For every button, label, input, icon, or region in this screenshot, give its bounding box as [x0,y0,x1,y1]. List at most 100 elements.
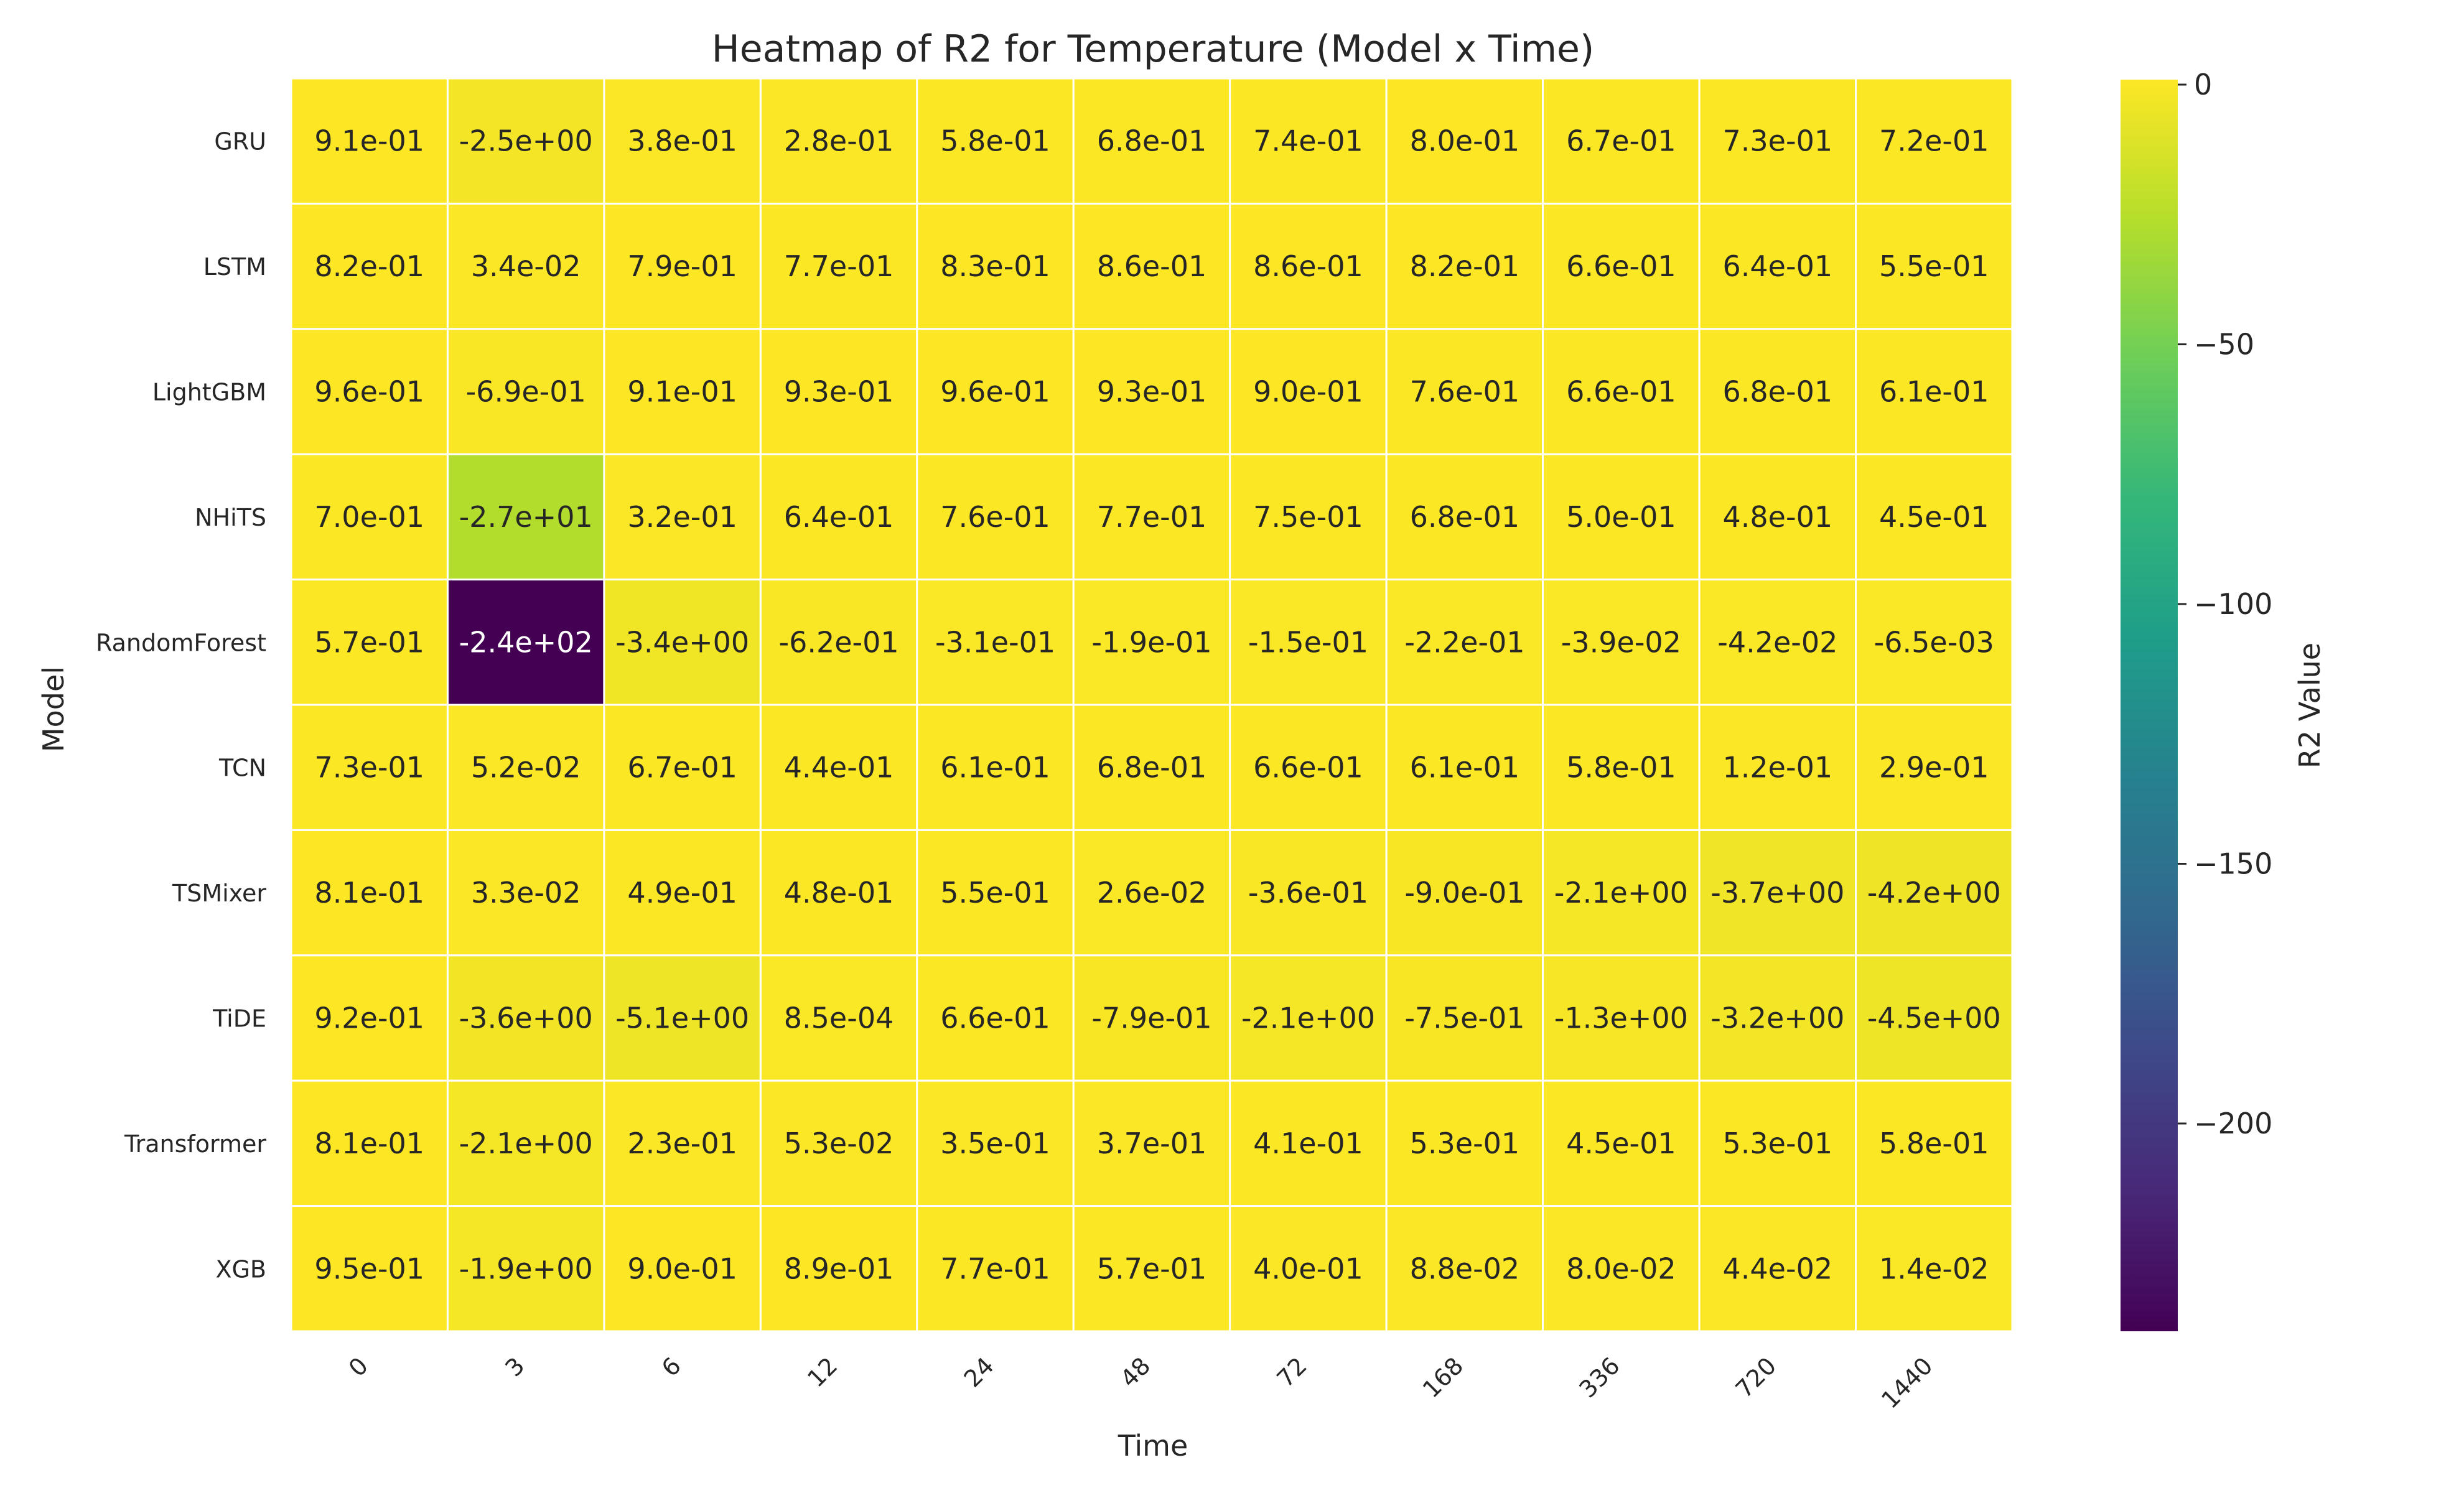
cell-value-label: 7.0e-01 [314,500,424,534]
heatmap-cell [916,1079,1075,1207]
heatmap-cell [290,954,449,1082]
colorbar-tick-label: −100 [2194,587,2272,621]
cell-value-label: -1.9e-01 [1091,625,1211,659]
cell-value-label: 8.1e-01 [314,1127,424,1160]
heatmap-cell [446,1205,605,1333]
cell-value-label: 6.7e-01 [1566,124,1676,158]
cell-value-label: 5.7e-01 [314,625,424,659]
y-tick-label: RandomForest [96,629,266,656]
heatmap-cell [1542,202,1701,330]
heatmap-cell [603,704,762,831]
cell-value-label: 5.0e-01 [1566,500,1676,534]
y-tick-label: TiDE [212,1005,266,1033]
cell-value-label: -3.1e-01 [935,625,1055,659]
cell-value-label: -3.4e+00 [615,625,749,659]
heatmap-cell [1855,202,2014,330]
cell-value-label: 9.6e-01 [314,375,424,409]
cell-value-label: 3.3e-02 [471,876,581,909]
cell-value-label: 8.6e-01 [1253,249,1363,283]
cell-value-label: -2.7e+01 [459,500,593,534]
cell-value-label: 4.0e-01 [1253,1252,1363,1285]
cell-value-label: 7.3e-01 [1723,124,1833,158]
heatmap-cell [1385,1079,1544,1207]
heatmap-cell [916,954,1075,1082]
heatmap-cell [290,579,449,706]
cell-value-label: 6.6e-01 [1253,751,1363,784]
cell-value-label: 7.9e-01 [627,249,737,283]
cell-value-label: -7.9e-01 [1091,1002,1211,1035]
chart-title: Heatmap of R2 for Temperature (Model x T… [712,27,1595,71]
cell-value-label: 5.3e-02 [784,1127,894,1160]
cell-value-label: 1.4e-02 [1879,1252,1989,1285]
cell-value-label: 2.3e-01 [627,1127,737,1160]
heatmap-cell [290,202,449,330]
cell-value-label: 8.9e-01 [784,1252,894,1285]
cell-value-label: 6.1e-01 [1410,751,1520,784]
heatmap-cell [603,77,762,205]
y-tick-label: NHiTS [195,504,266,531]
cell-value-label: 8.8e-02 [1410,1252,1520,1285]
cell-value-label: 6.8e-01 [1723,375,1833,409]
heatmap-cell [1229,202,1388,330]
heatmap-cell [1542,954,1701,1082]
y-tick-label: Transformer [124,1130,266,1158]
cell-value-label: 6.6e-01 [940,1002,1050,1035]
heatmap-cell [916,704,1075,831]
cell-value-label: 6.1e-01 [940,751,1050,784]
heatmap-cell [446,1079,605,1207]
heatmap-cell [1542,1205,1701,1333]
cell-value-label: 7.3e-01 [314,751,424,784]
cell-value-label: 8.0e-02 [1566,1252,1676,1285]
heatmap-cell [1385,202,1544,330]
cell-value-label: 5.2e-02 [471,751,581,784]
heatmap-cells: 9.1e-01 -2.5e+00 3.8e-01 2.8e-01 5.8e-01 6.8e… [290,77,2014,1333]
cell-value-label: 9.5e-01 [314,1252,424,1285]
y-tick-label: LightGBM [152,379,266,406]
heatmap-cell [1229,829,1388,957]
cell-value-label: 8.2e-01 [314,249,424,283]
cell-value-label: -9.0e-01 [1404,876,1524,909]
cell-value-label: 6.7e-01 [627,751,737,784]
cell-value-label: 4.1e-01 [1253,1127,1363,1160]
cell-value-label: 8.5e-04 [784,1002,894,1035]
heatmap-cell [1698,1205,1857,1333]
heatmap-cell [1698,1079,1857,1207]
cell-value-label: -3.2e+00 [1710,1002,1844,1035]
heatmap-cell [1698,954,1857,1082]
cell-value-label: -2.1e+00 [1241,1002,1375,1035]
cell-value-label: 8.2e-01 [1410,249,1520,283]
colorbar-tick-label: 0 [2194,68,2212,101]
heatmap-cell [290,1079,449,1207]
cell-value-label: 7.7e-01 [940,1252,1050,1285]
heatmap-cell [603,579,762,706]
cell-value-label: 8.3e-01 [940,249,1050,283]
heatmap-cell [1698,704,1857,831]
cell-value-label: 6.1e-01 [1879,375,1989,409]
cell-value-label: 5.7e-01 [1097,1252,1207,1285]
heatmap-cell [1698,453,1857,581]
cell-value-label: 7.2e-01 [1879,124,1989,158]
heatmap-cell [759,1205,918,1333]
cell-value-label: 9.6e-01 [940,375,1050,409]
heatmap-cell [290,77,449,205]
heatmap-cell [916,202,1075,330]
cell-value-label: 3.8e-01 [627,124,737,158]
cell-value-label: 2.9e-01 [1879,751,1989,784]
cell-value-label: -6.2e-01 [778,625,898,659]
heatmap-cell [1229,704,1388,831]
y-tick-label: TSMixer [172,880,266,907]
cell-value-label: 6.8e-01 [1097,751,1207,784]
heatmap-cell [1385,328,1544,455]
heatmap-cell [1229,328,1388,455]
cell-value-label: 6.4e-01 [1723,249,1833,283]
cell-value-label: -2.5e+00 [459,124,593,158]
cell-value-label: -2.4e+02 [459,625,593,659]
heatmap-cell [1385,704,1544,831]
cell-value-label: 4.8e-01 [784,876,894,909]
heatmap-cell [759,954,918,1082]
cell-value-label: -1.3e+00 [1554,1002,1688,1035]
cell-value-label: -2.1e+00 [1554,876,1688,909]
heatmap-cell [1542,77,1701,205]
heatmap-cell [916,453,1075,581]
